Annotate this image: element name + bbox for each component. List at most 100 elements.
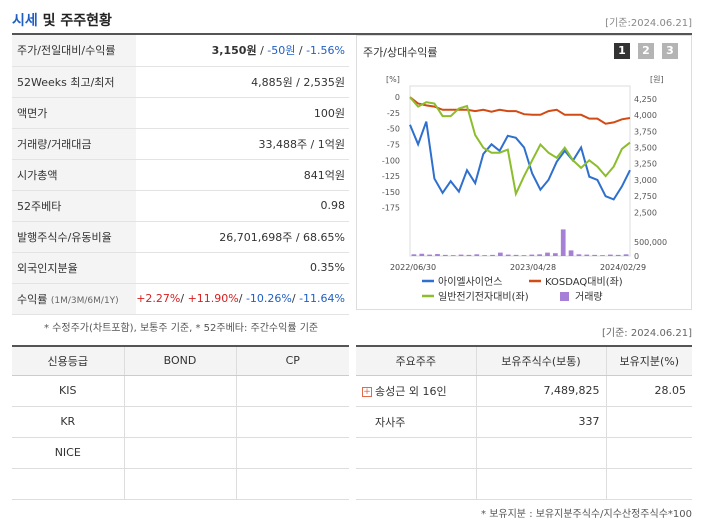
right-tick-label: 3,000 xyxy=(634,176,657,185)
legend-label: KOSDAQ대비(좌) xyxy=(545,276,623,288)
row-value: 0.35% xyxy=(136,252,349,284)
return-6m: -10.26% xyxy=(245,292,292,305)
volume-bar xyxy=(584,254,590,256)
volume-bar xyxy=(608,254,613,256)
holder-shares: 7,489,825 xyxy=(475,375,606,407)
volume-bar xyxy=(521,255,527,256)
left-tick-label: -125 xyxy=(382,172,400,181)
table-row: 발행주식수/유동비율 26,701,698주 / 68.65% xyxy=(12,221,349,253)
period-button-2[interactable]: 2 xyxy=(638,43,654,59)
table-row: KIS xyxy=(12,375,349,407)
bond-rating xyxy=(123,468,236,500)
plot-frame xyxy=(409,85,631,257)
right-tick-label: 3,500 xyxy=(634,144,657,153)
x-tick-label: 2023/04/28 xyxy=(510,263,556,272)
agency-name: KR xyxy=(12,406,124,438)
volume-bar xyxy=(545,252,550,256)
volume-bar xyxy=(529,254,535,256)
period-button-3[interactable]: 3 xyxy=(662,43,678,59)
right-axis-unit: [원] xyxy=(650,75,664,84)
expand-icon[interactable]: + xyxy=(362,386,372,397)
row-label: 외국인지분율 xyxy=(12,252,137,284)
table-header-row: 주요주주 보유주식수(보통) 보유지분(%) xyxy=(356,345,692,376)
holder-pct: 28.05 xyxy=(605,375,692,407)
current-price: 3,150원 xyxy=(211,44,257,58)
row-value: 841억원 xyxy=(136,159,349,191)
x-tick-label: 2024/02/29 xyxy=(600,263,646,272)
left-axis-unit: [%] xyxy=(386,75,400,84)
row-label: 주가/전일대비/수익률 xyxy=(12,35,137,67)
left-tick-label: -150 xyxy=(382,188,400,197)
table-header-row: 신용등급 BOND CP xyxy=(12,345,349,376)
volume-bar xyxy=(427,254,432,256)
price-value: 3,150원 / -50원 / -1.56% xyxy=(136,35,349,67)
volume-bar xyxy=(537,254,542,256)
holder-name: 송성근 외 16인 xyxy=(375,384,447,398)
holder-name-cell: + 송성근 외 16인 xyxy=(356,375,476,407)
right-tick-label: 4,250 xyxy=(634,95,657,104)
return-1m: +2.27% xyxy=(136,292,181,305)
price-change: -50원 xyxy=(267,44,296,58)
left-tick-label: -75 xyxy=(387,141,400,150)
right-tick-label: 4,000 xyxy=(634,111,657,120)
section-title-accent: 시세 xyxy=(12,13,38,29)
separator: / xyxy=(256,44,268,58)
separator: / xyxy=(291,292,300,305)
agency-name xyxy=(12,468,124,500)
cp-rating xyxy=(235,468,349,500)
volume-bar xyxy=(568,250,574,256)
volume-bar xyxy=(435,254,440,256)
legend-swatch xyxy=(560,292,569,301)
col-header: 신용등급 xyxy=(12,345,124,376)
table-row: 외국인지분율 0.35% xyxy=(12,252,349,284)
series-line xyxy=(409,96,631,198)
legend-label: 거래량 xyxy=(575,291,603,303)
col-header: BOND xyxy=(123,345,236,376)
holder-shares: 337 xyxy=(475,406,606,438)
row-label: 시가총액 xyxy=(12,159,137,191)
returns-value: +2.27%/ +11.90%/ -10.26%/ -11.64% xyxy=(136,283,349,315)
col-header: 보유주식수(보통) xyxy=(475,345,606,376)
volume-bar xyxy=(490,254,495,256)
holder-pct xyxy=(605,406,692,438)
left-tick-label: -100 xyxy=(382,156,400,165)
legend-label: 아이엘사이언스 xyxy=(438,275,502,288)
agency-name: NICE xyxy=(12,437,124,469)
volume-bar xyxy=(450,255,456,256)
separator: / xyxy=(295,44,307,58)
left-tick-label: -175 xyxy=(382,204,400,213)
volume-bar xyxy=(411,254,417,256)
row-value: 26,701,698주 / 68.65% xyxy=(136,221,349,253)
table-row: 52Weeks 최고/최저 4,885원 / 2,535원 xyxy=(12,66,349,98)
volume-bar xyxy=(443,254,448,256)
returns-label: 수익률 xyxy=(17,292,48,306)
bond-rating xyxy=(123,406,236,438)
left-tick-label: -50 xyxy=(387,125,400,134)
separator: / xyxy=(238,292,246,305)
volume-tick-label: 500,000 xyxy=(634,238,667,247)
volume-bar xyxy=(419,253,425,256)
cp-rating xyxy=(235,406,349,438)
series-line xyxy=(409,96,631,125)
row-value: 33,488주 / 1억원 xyxy=(136,128,349,160)
col-header: CP xyxy=(235,345,349,376)
bond-rating xyxy=(123,375,236,407)
row-label: 액면가 xyxy=(12,97,137,129)
period-button-1[interactable]: 1 xyxy=(614,43,630,59)
holder-shares xyxy=(475,437,606,469)
left-tick-label: -25 xyxy=(387,109,400,118)
bond-rating xyxy=(123,437,236,469)
holder-name xyxy=(356,437,476,469)
right-tick-label: 2,500 xyxy=(634,208,657,217)
summary-note: * 수정주가(차트포함), 보통주 기준, * 52주베타: 주간수익률 기준 xyxy=(44,323,319,334)
volume-bar xyxy=(513,254,519,256)
table-row: 52주베타 0.98 xyxy=(12,190,349,222)
table-row: 수익률 (1M/3M/6M/1Y) +2.27%/ +11.90%/ -10.2… xyxy=(12,283,349,315)
right-tick-label: 2,750 xyxy=(634,192,657,201)
table-row: 액면가 100원 xyxy=(12,97,349,129)
return-1y: -11.64% xyxy=(299,292,345,305)
credit-rating-table: 신용등급 BOND CP KIS KR NICE xyxy=(12,345,349,500)
cp-rating xyxy=(235,437,349,469)
volume-bar xyxy=(560,229,566,256)
return-3m: +11.90% xyxy=(187,292,239,305)
